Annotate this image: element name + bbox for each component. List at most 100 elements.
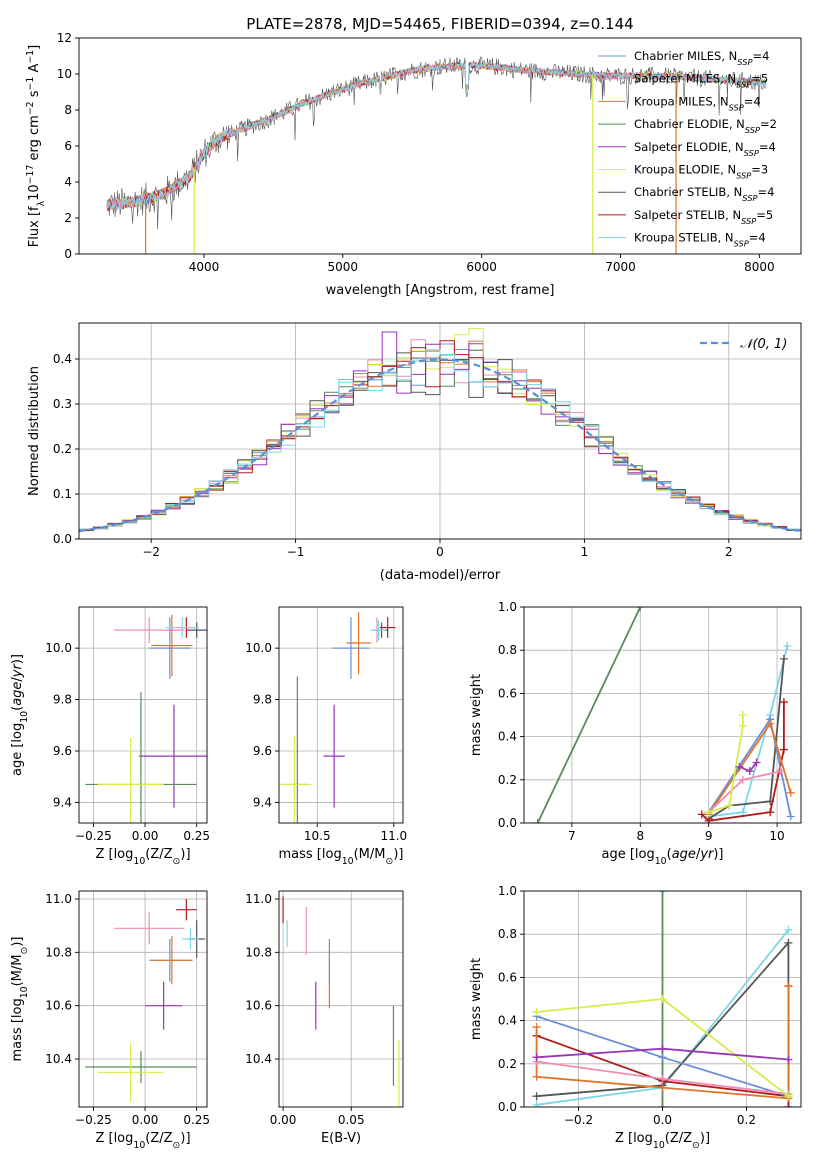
x-tick-label: 9 xyxy=(705,829,713,843)
x-tick-label: 8000 xyxy=(744,260,775,274)
errorbar-point xyxy=(186,622,207,638)
weight-marker xyxy=(738,775,747,784)
y-tick-label: 0.2 xyxy=(498,1057,517,1071)
legend-label: Salpeter MILES, NSSP=5 xyxy=(634,72,768,90)
y-tick-label: 0.6 xyxy=(498,686,517,700)
y-tick-label: 9.4 xyxy=(253,795,272,809)
plot-area xyxy=(279,612,396,823)
weight-marker xyxy=(784,1092,793,1101)
y-tick-label: 10.6 xyxy=(245,999,272,1013)
y-tick-label: 10.4 xyxy=(245,1052,272,1066)
x-tick-label: 7000 xyxy=(605,260,636,274)
axes-frame xyxy=(78,890,208,1108)
x-tick-label: 0.25 xyxy=(183,829,210,843)
legend: Chabrier MILES, NSSP=4 Salpeter MILES, NS… xyxy=(598,49,777,249)
weight-marker xyxy=(697,810,706,819)
weight-marker xyxy=(658,1074,667,1083)
weight-marker xyxy=(745,767,754,776)
x-axis-label: mass [log10(M/M⊙)] xyxy=(279,847,404,867)
y-tick-label: 12 xyxy=(57,31,72,45)
panel-age-vs-Z: −0.25 0.00 0.25 9.4 9.6 9.8 10.0 Z [log10(Z/Z⊙)… xyxy=(10,606,210,867)
y-axis-label: mass weight xyxy=(469,958,484,1040)
panel-mass-vs-ebv: 0.00 0.05 10.4 10.6 10.8 11.0 E(B-V) xyxy=(245,890,404,1146)
panel-mass-vs-Z: −0.25 0.00 0.25 10.4 10.6 10.8 11.0 Z [log10(Z/… xyxy=(10,890,210,1151)
weight-marker xyxy=(636,607,645,611)
weight-series xyxy=(697,698,788,823)
weight-marker xyxy=(532,1053,541,1062)
weight-series xyxy=(532,1044,793,1064)
legend-label: Kroupa ELODIE, NSSP=3 xyxy=(634,163,768,181)
y-axis-label: mass [log10(M/M⊙)] xyxy=(10,937,30,1062)
y-tick-label: 1.0 xyxy=(498,884,517,898)
weight-marker xyxy=(779,654,788,663)
x-tick-label: 8 xyxy=(636,829,644,843)
x-tick-label: 6000 xyxy=(466,260,497,274)
y-tick-label: 0.2 xyxy=(498,773,517,787)
y-tick-label: 9.8 xyxy=(253,693,272,707)
x-tick-label: 4000 xyxy=(189,260,220,274)
normal-curve xyxy=(79,358,801,533)
y-tick-label: 8 xyxy=(64,103,72,117)
x-tick-label: −0.25 xyxy=(75,829,112,843)
x-tick-label: 0.05 xyxy=(338,1113,365,1127)
weight-series xyxy=(704,711,747,817)
legend-label: Chabrier STELIB, NSSP=4 xyxy=(634,185,774,203)
weight-marker xyxy=(738,808,747,817)
plot-area xyxy=(282,896,400,1107)
weight-series xyxy=(533,607,645,823)
weight-marker xyxy=(738,721,747,730)
plot-area xyxy=(533,607,795,823)
y-tick-label: 2 xyxy=(64,211,72,225)
y-tick-label: 11.0 xyxy=(245,892,272,906)
weight-line xyxy=(708,658,785,820)
weight-marker xyxy=(532,1092,541,1101)
axes-frame xyxy=(278,606,404,824)
x-tick-label: 11.0 xyxy=(380,829,407,843)
y-tick-label: 0.0 xyxy=(498,1100,517,1114)
weight-marker xyxy=(725,801,734,810)
weight-line xyxy=(536,607,642,823)
weight-marker xyxy=(532,1007,541,1016)
x-tick-label: −0.2 xyxy=(564,1113,593,1127)
legend-label: Kroupa MILES, NSSP=4 xyxy=(634,94,761,112)
weight-marker xyxy=(779,698,788,707)
weight-marker xyxy=(658,1044,667,1053)
axes-frame xyxy=(523,606,802,824)
y-tick-label: 10 xyxy=(57,67,72,81)
x-tick-label: 10 xyxy=(769,829,784,843)
y-axis-label: age [log10(age/yr)] xyxy=(10,654,30,776)
weight-marker xyxy=(784,982,793,991)
weight-marker xyxy=(532,1023,541,1032)
weight-marker xyxy=(704,808,713,817)
y-tick-label: 0 xyxy=(64,247,72,261)
weight-marker xyxy=(738,711,747,719)
plot-area xyxy=(85,899,205,1102)
errorbar-point xyxy=(165,617,199,638)
plot-area xyxy=(79,327,801,533)
errorbar-point xyxy=(380,617,396,638)
errorbar-point xyxy=(151,614,193,677)
legend-label: Salpeter STELIB, NSSP=5 xyxy=(634,208,773,226)
legend-label: Salpeter ELODIE, NSSP=4 xyxy=(634,140,776,158)
weight-series xyxy=(532,995,793,1101)
weight-marker xyxy=(783,641,792,650)
y-tick-label: 10.4 xyxy=(45,1052,72,1066)
errorbar-point xyxy=(145,981,183,1030)
plot-area xyxy=(85,614,207,823)
y-tick-label: 0.4 xyxy=(53,352,72,366)
x-tick-label: 0 xyxy=(436,545,444,559)
y-tick-label: 10.0 xyxy=(45,641,72,655)
weight-marker xyxy=(784,1055,793,1064)
weight-marker xyxy=(658,1083,667,1092)
y-tick-label: 0.8 xyxy=(498,927,517,941)
x-axis-label: (data-model)/error xyxy=(380,568,501,583)
y-tick-label: 1.0 xyxy=(498,600,517,614)
y-axis-label: mass weight xyxy=(469,674,484,756)
weight-marker xyxy=(786,812,795,821)
weight-marker xyxy=(532,1100,541,1107)
y-axis-label: Normed distribution xyxy=(27,366,42,496)
y-tick-label: 9.6 xyxy=(253,744,272,758)
x-tick-label: 0.00 xyxy=(132,829,159,843)
x-axis-label: Z [log10(Z/Z⊙)] xyxy=(95,847,190,867)
weight-marker xyxy=(784,1103,793,1107)
